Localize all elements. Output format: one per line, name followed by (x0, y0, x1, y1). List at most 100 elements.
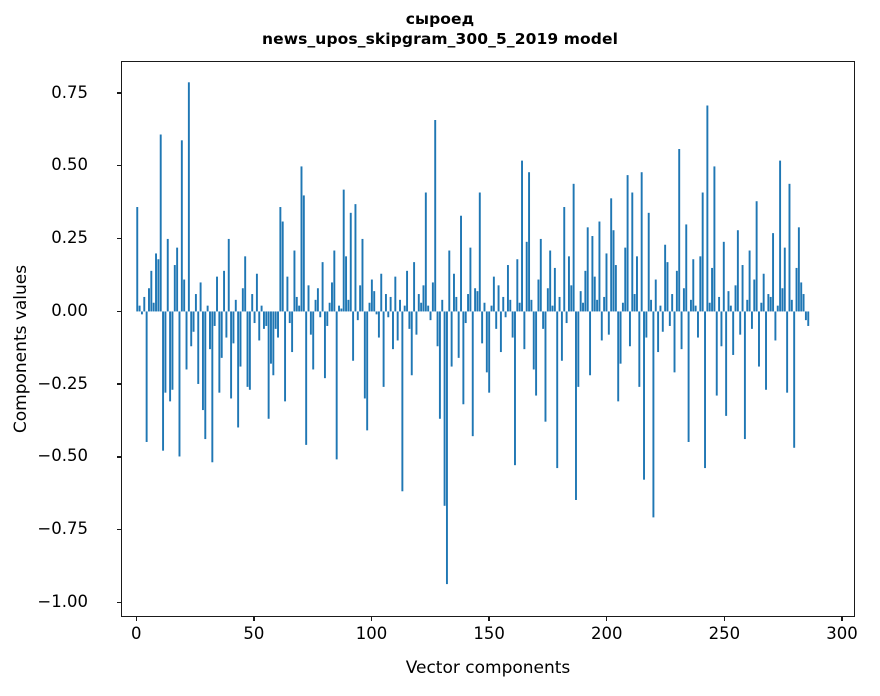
bar (216, 276, 218, 312)
bar (213, 311, 216, 326)
y-tick-label: −1.00 (37, 591, 88, 611)
bar (743, 311, 746, 440)
y-tick-mark (116, 92, 121, 94)
bar (384, 294, 387, 312)
bar (403, 305, 406, 312)
bar (617, 311, 620, 402)
bar (704, 311, 706, 469)
bar (643, 311, 645, 480)
bar (387, 311, 390, 318)
bar (506, 265, 509, 312)
bar (614, 265, 617, 312)
y-tick-label: 0.50 (51, 155, 88, 175)
bar (162, 311, 165, 451)
bar (185, 311, 188, 370)
bar (774, 311, 777, 341)
x-tick-mark (135, 617, 137, 622)
bar (612, 230, 615, 312)
x-axis-label: Vector components (405, 658, 571, 678)
y-tick-mark (116, 165, 121, 167)
bar (406, 270, 409, 312)
bar (286, 276, 289, 312)
bar (431, 282, 434, 312)
bar (354, 204, 357, 312)
bar (654, 279, 657, 312)
bar (467, 294, 470, 312)
x-tick-mark (370, 617, 373, 622)
bar (270, 311, 272, 364)
bar (258, 311, 261, 341)
bar (169, 311, 172, 402)
x-tick-mark (723, 617, 726, 622)
bar (220, 311, 223, 358)
bar (546, 288, 549, 312)
bar (504, 311, 507, 318)
bar (262, 311, 265, 329)
bar (492, 276, 495, 312)
x-tick-label: 200 (591, 624, 623, 643)
bar (499, 311, 502, 353)
bar (563, 207, 566, 312)
bar (537, 279, 540, 312)
bar (166, 238, 169, 312)
bar (293, 250, 296, 312)
bar (647, 212, 650, 312)
bar (769, 296, 772, 312)
bar (413, 262, 416, 312)
bar (265, 311, 268, 326)
bar (373, 291, 376, 312)
bar (422, 285, 425, 312)
bar (603, 296, 606, 312)
bar (575, 311, 577, 500)
bar (450, 311, 453, 367)
bar (790, 299, 793, 312)
bar (542, 311, 545, 329)
bar (509, 299, 512, 312)
bar (701, 192, 704, 312)
bar (401, 311, 404, 492)
bar (314, 299, 317, 312)
bar (453, 273, 455, 312)
bar (605, 253, 608, 312)
x-tick-label: 50 (243, 624, 265, 643)
x-tick-mark (253, 617, 255, 622)
bar (589, 311, 592, 376)
bar (481, 311, 484, 344)
bar (640, 172, 643, 312)
y-tick-label: −0.25 (37, 373, 88, 393)
bar (748, 250, 751, 312)
bar (750, 311, 753, 329)
y-tick-label: −0.75 (37, 519, 88, 539)
bar (570, 285, 573, 312)
bar (295, 296, 298, 312)
bar (689, 299, 692, 312)
bar (765, 311, 767, 390)
bar (727, 291, 730, 312)
bar (715, 311, 718, 396)
bar (197, 311, 200, 384)
bar (180, 140, 183, 312)
bar (448, 250, 451, 312)
bar (227, 238, 230, 312)
bar (211, 311, 214, 463)
x-tick-label: 100 (355, 624, 388, 643)
bar (427, 305, 430, 312)
bar (586, 227, 589, 312)
bar (140, 311, 143, 315)
bar (490, 305, 493, 312)
chart-title-line-1: сыроед (405, 10, 475, 28)
bar (209, 311, 211, 350)
chart-title-line-2: news_upos_skipgram_300_5_2019 model (261, 29, 619, 48)
bar (251, 294, 254, 312)
y-tick-mark (116, 383, 121, 385)
y-tick-mark (116, 456, 121, 458)
x-tick-label: 250 (708, 624, 741, 643)
bar (565, 311, 568, 324)
x-tick-label: 0 (131, 624, 142, 643)
bar (661, 311, 664, 332)
bar (572, 183, 575, 312)
bar (143, 296, 146, 312)
bar (345, 256, 348, 312)
bar (638, 311, 641, 387)
bar (408, 311, 411, 329)
